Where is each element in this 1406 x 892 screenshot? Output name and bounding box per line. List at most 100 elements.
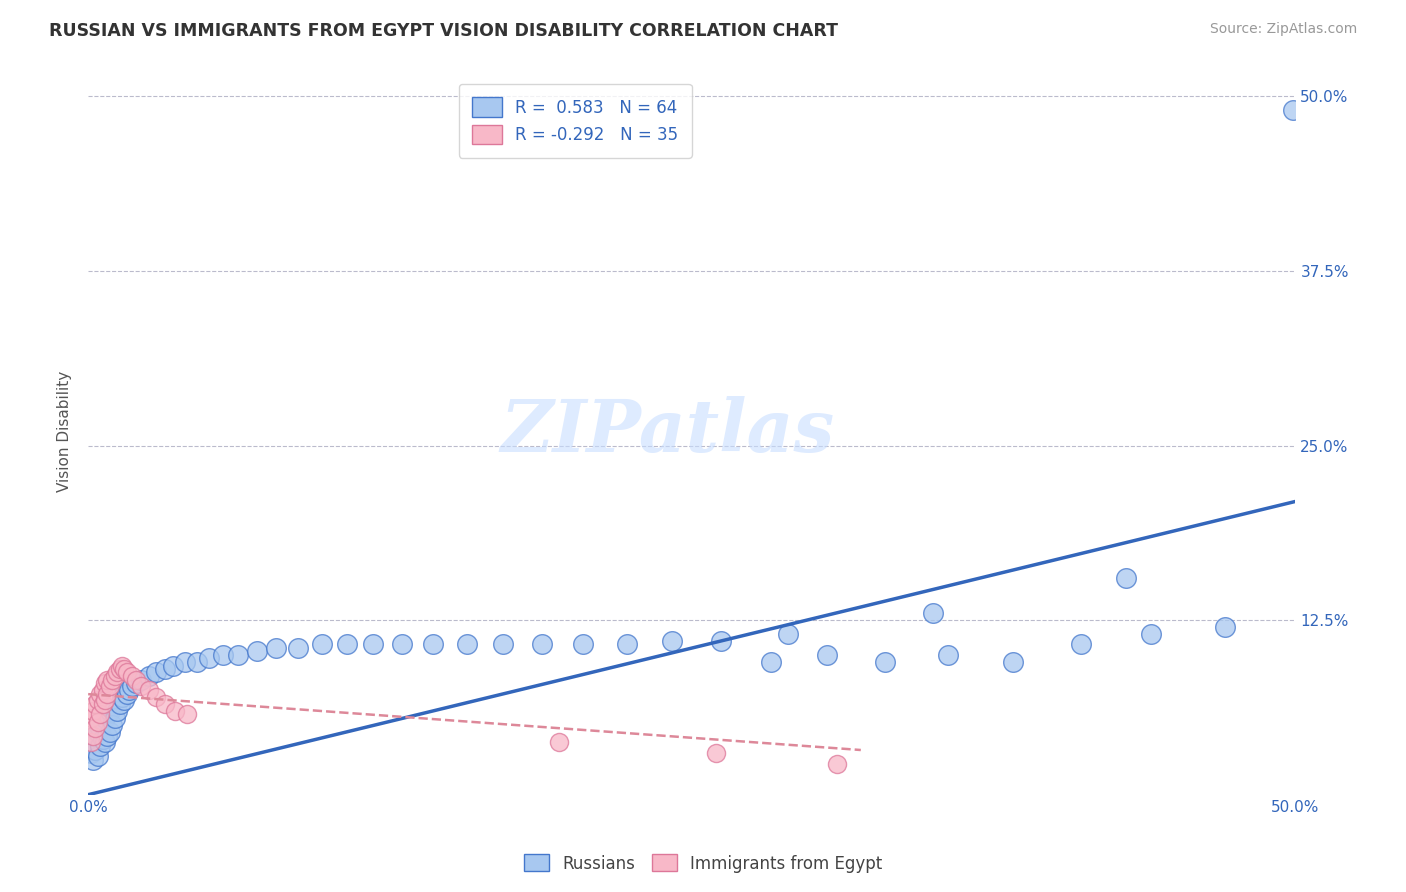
Legend: R =  0.583   N = 64, R = -0.292   N = 35: R = 0.583 N = 64, R = -0.292 N = 35 (458, 84, 692, 158)
Point (815, 648, 838, 662)
Point (112, 692, 135, 706)
Point (173, 655, 195, 669)
Point (212, 648, 235, 662)
Point (82, 734, 104, 748)
Point (94, 711, 117, 725)
Point (89, 739, 111, 753)
Point (91, 715, 114, 730)
Point (335, 637, 357, 651)
Point (89, 721, 111, 735)
Point (121, 669, 143, 683)
Point (96, 687, 118, 701)
Point (79, 734, 101, 748)
Point (492, 637, 515, 651)
Point (922, 606, 945, 620)
Point (91, 682, 114, 697)
Point (162, 659, 184, 673)
Point (287, 641, 309, 656)
Point (96, 706, 118, 721)
Point (138, 669, 160, 683)
Point (105, 665, 128, 679)
Point (936, 648, 959, 662)
Point (661, 634, 683, 648)
Point (98, 679, 121, 693)
Point (79, 746, 101, 760)
Point (873, 655, 896, 669)
Point (91, 697, 114, 711)
Point (1070, 637, 1092, 651)
Point (1282, 103, 1305, 118)
Point (145, 665, 167, 679)
Point (145, 690, 167, 704)
Legend: Russians, Immigrants from Egypt: Russians, Immigrants from Egypt (517, 847, 889, 880)
Point (548, 734, 571, 748)
Point (572, 637, 595, 651)
Text: Source: ZipAtlas.com: Source: ZipAtlas.com (1209, 22, 1357, 37)
Point (101, 718, 124, 732)
Point (108, 662, 131, 676)
Point (825, 756, 848, 771)
Text: ZIPatlas: ZIPatlas (501, 396, 835, 467)
Point (176, 706, 198, 721)
Point (155, 697, 177, 711)
Point (98, 724, 121, 739)
Point (778, 627, 800, 641)
Point (704, 746, 727, 760)
Point (105, 704, 128, 718)
Point (391, 637, 413, 651)
Point (531, 637, 554, 651)
Point (761, 655, 783, 669)
Point (112, 662, 135, 676)
Point (87, 748, 110, 763)
Point (226, 648, 249, 662)
Point (125, 676, 148, 690)
Point (89, 706, 111, 721)
Point (104, 711, 127, 725)
Point (125, 673, 148, 688)
Point (79, 711, 101, 725)
Point (129, 673, 152, 688)
Point (121, 679, 143, 693)
Point (456, 637, 478, 651)
Point (198, 650, 221, 665)
Point (94, 734, 117, 748)
Point (1115, 571, 1137, 585)
Point (1001, 655, 1024, 669)
Point (246, 644, 269, 658)
Point (111, 659, 134, 673)
Point (87, 692, 110, 706)
Point (710, 634, 733, 648)
Point (115, 687, 138, 701)
Point (108, 697, 131, 711)
Point (129, 679, 152, 693)
Point (96, 729, 118, 743)
Point (89, 687, 111, 701)
Point (115, 665, 138, 679)
Point (311, 637, 333, 651)
Point (118, 682, 141, 697)
Point (361, 637, 384, 651)
Point (87, 724, 110, 739)
Point (87, 715, 110, 730)
Point (82, 704, 104, 718)
Point (165, 704, 187, 718)
Text: RUSSIAN VS IMMIGRANTS FROM EGYPT VISION DISABILITY CORRELATION CHART: RUSSIAN VS IMMIGRANTS FROM EGYPT VISION … (49, 22, 838, 40)
Point (186, 655, 208, 669)
Point (98, 704, 121, 718)
Point (422, 637, 444, 651)
Point (84, 721, 107, 735)
Point (1215, 620, 1237, 634)
Point (104, 669, 127, 683)
Point (91, 731, 114, 746)
Point (138, 682, 160, 697)
Point (84, 697, 107, 711)
Point (82, 753, 104, 767)
Point (101, 673, 124, 688)
Point (82, 729, 104, 743)
Point (84, 743, 107, 757)
Point (94, 692, 117, 706)
Point (111, 690, 134, 704)
Point (1139, 627, 1161, 641)
Point (94, 676, 117, 690)
Point (84, 729, 107, 743)
